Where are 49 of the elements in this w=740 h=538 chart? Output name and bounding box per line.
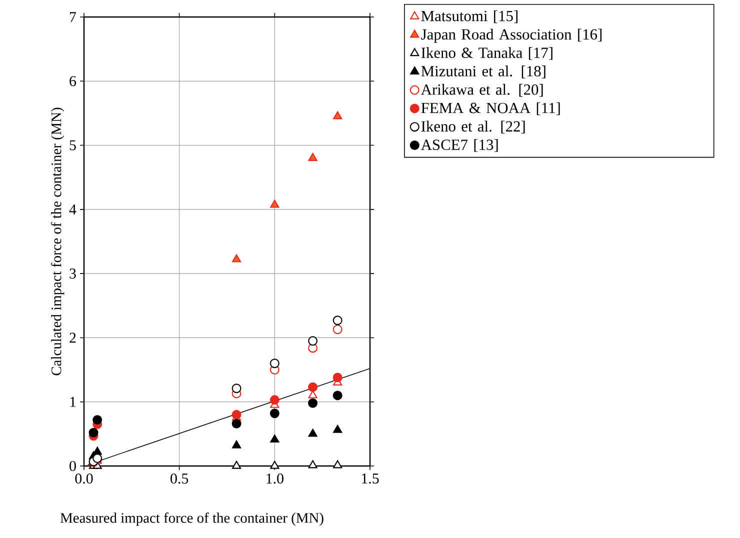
y-tick-label: 0 — [70, 460, 76, 472]
x-axis-title: Measured impact force of the container (MN) — [60, 512, 324, 526]
point — [308, 428, 318, 437]
point — [270, 395, 280, 405]
legend-label: Ikeno et al. [22] — [421, 120, 525, 134]
point — [332, 372, 342, 382]
point — [232, 460, 242, 469]
point — [232, 384, 242, 394]
legend-label: Arikawa et al. [20] — [420, 84, 543, 97]
point — [232, 410, 242, 420]
point — [270, 408, 280, 418]
x-tick-label: 1.5 — [362, 474, 379, 484]
point — [308, 152, 318, 161]
point — [332, 316, 342, 326]
point — [332, 390, 342, 400]
y-tick-label: 5 — [70, 140, 76, 150]
x-tick-label: 0.5 — [170, 474, 188, 484]
y-tick-label: 2 — [70, 332, 76, 343]
y-tick-label: 3 — [70, 268, 76, 279]
point — [270, 434, 280, 443]
point — [232, 440, 242, 448]
point — [92, 415, 102, 425]
legend-label: Mizutani et al. [18] — [421, 66, 546, 78]
x-tick-label: 1.0 — [266, 474, 284, 484]
point — [308, 460, 318, 468]
point — [88, 428, 98, 438]
point — [270, 460, 280, 469]
point — [232, 254, 242, 262]
point — [308, 336, 318, 346]
legend-label: ASCE7 [13] — [420, 139, 498, 152]
point — [333, 111, 342, 120]
y-axis-title: Calculated impact force of the container (MN) — [50, 108, 64, 376]
point — [270, 358, 280, 368]
point — [332, 324, 342, 334]
point — [270, 200, 280, 208]
legend-label: Ikeno & Tanaka [17] — [421, 47, 552, 60]
legend-label: FEMA & NOAA [11] — [421, 102, 560, 116]
y-tick-label: 4 — [69, 204, 76, 214]
point — [308, 382, 318, 392]
point — [308, 398, 318, 408]
point — [232, 418, 242, 428]
y-tick-label: 7 — [70, 12, 76, 22]
y-tick-label: 1 — [70, 396, 76, 407]
point — [333, 424, 342, 433]
legend-label: Matsutomi [15] — [421, 10, 518, 24]
x-tick-label: 0.0 — [75, 474, 93, 484]
legend-label: Japan Road Association [16] — [421, 28, 602, 43]
y-tick-label: 6 — [70, 76, 76, 86]
point — [333, 460, 342, 468]
